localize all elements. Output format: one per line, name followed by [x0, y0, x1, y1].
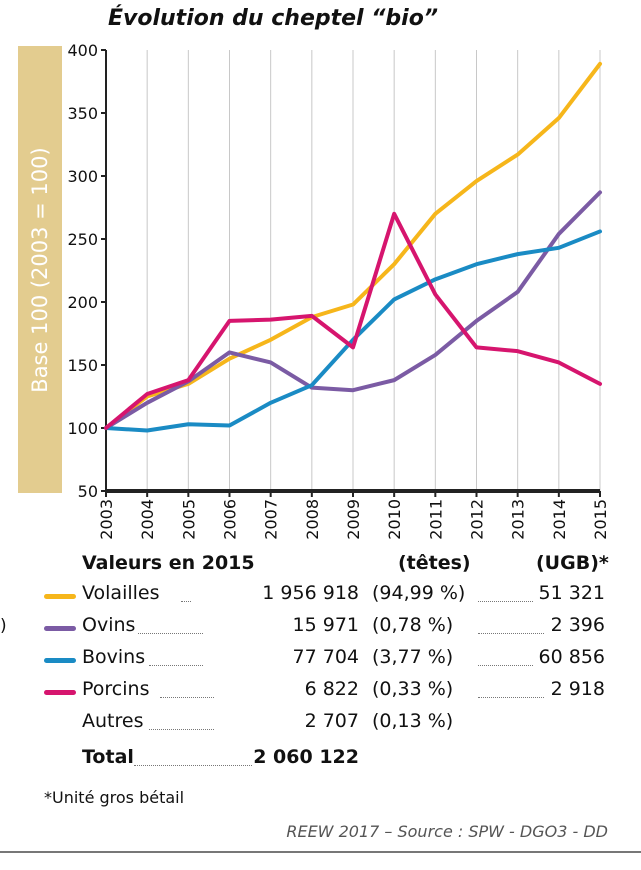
- y-tick-label: 250: [67, 230, 98, 249]
- y-tick-label: 200: [67, 293, 98, 312]
- x-tick-label: 2010: [385, 499, 404, 540]
- x-tick-label: 2015: [591, 499, 610, 540]
- total-value: 2 060 122: [253, 746, 359, 768]
- series-line-porcins: [104, 211, 602, 430]
- leader-dots: [148, 665, 204, 666]
- source-credit: REEW 2017 – Source : SPW - DGO3 - DD: [286, 822, 608, 841]
- table-row: Autres 2 707 (0,13 %): [0, 710, 641, 740]
- row-ugb: 2 918: [550, 678, 605, 700]
- row-label: Volailles: [82, 582, 160, 604]
- legend-swatch: [44, 626, 76, 631]
- leader-dots: [478, 665, 534, 666]
- leader-dots: [159, 697, 214, 698]
- row-label: Ovins: [82, 614, 136, 636]
- y-tick-label: 350: [67, 104, 98, 123]
- table-heading: Valeurs en 2015: [82, 552, 255, 574]
- y-tick-label: 50: [78, 482, 98, 501]
- row-ugb: 2 396: [550, 614, 605, 636]
- row-percent: (0,13 %): [372, 710, 454, 732]
- x-tick-label: 2007: [262, 499, 281, 540]
- line-chart: 50 100 150 200 250 300 350 400 2003 2004 2005 2006 2…: [67, 41, 610, 540]
- values-table: Valeurs en 2015 (têtes) (UGB)* Volailles…: [0, 550, 641, 790]
- y-tick-label: 400: [67, 41, 98, 60]
- total-row: Total 2 060 122: [0, 746, 641, 776]
- x-tick-label: 2014: [550, 499, 569, 540]
- legend-swatch: [44, 690, 76, 695]
- row-tetes: 1 956 918: [262, 582, 359, 604]
- leader-dots: [181, 601, 192, 602]
- series-line-volailles: [104, 61, 602, 430]
- x-tick-label: 2006: [221, 499, 240, 540]
- leader-dots: [138, 633, 204, 634]
- x-tick-label: 2012: [468, 499, 487, 540]
- leader-dots: [134, 765, 252, 766]
- bottom-rule: [0, 851, 641, 853]
- x-tick-label: 2009: [344, 499, 363, 540]
- table-row: Bovins 77 704 (3,77 %) 60 856: [0, 646, 641, 676]
- y-tick-label: 300: [67, 167, 98, 186]
- col-header-ugb: (UGB)*: [536, 552, 609, 574]
- y-axis-label-band: [18, 46, 62, 493]
- table-row: Ovins 15 971 (0,78 %) 2 396: [0, 614, 641, 644]
- legend-swatch: [44, 594, 76, 599]
- x-tick-label: 2005: [179, 499, 198, 540]
- row-tetes: 15 971: [292, 614, 359, 636]
- x-tick-label: 2011: [426, 499, 445, 540]
- leader-dots: [478, 633, 544, 634]
- row-ugb: 60 856: [538, 646, 605, 668]
- footnote: *Unité gros bétail: [44, 788, 185, 807]
- total-label: Total: [82, 746, 134, 768]
- row-percent: (3,77 %): [372, 646, 454, 668]
- y-tick-label: 150: [67, 356, 98, 375]
- table-row: Porcins 6 822 (0,33 %) 2 918: [0, 678, 641, 708]
- x-tick-label: 2013: [509, 499, 528, 540]
- x-tick-label: 2004: [138, 499, 157, 540]
- y-tick-label: 100: [67, 419, 98, 438]
- chart-title: Évolution du cheptel “bio”: [108, 6, 438, 31]
- row-label: Porcins: [82, 678, 150, 700]
- row-tetes: 77 704: [292, 646, 359, 668]
- row-label: Bovins: [82, 646, 146, 668]
- table-row: Volailles 1 956 918 (94,99 %) 51 321: [0, 582, 641, 612]
- leader-dots: [148, 729, 214, 730]
- series-line-bovins: [104, 229, 602, 433]
- x-tick-label: 2008: [303, 499, 322, 540]
- row-percent: (94,99 %): [372, 582, 466, 604]
- row-tetes: 2 707: [304, 710, 359, 732]
- col-header-tetes: (têtes): [398, 552, 471, 574]
- row-label: Autres: [82, 710, 144, 732]
- row-tetes: 6 822: [304, 678, 359, 700]
- leader-dots: [478, 601, 534, 602]
- x-tick-label: 2003: [97, 499, 116, 540]
- leader-dots: [478, 697, 544, 698]
- row-ugb: 51 321: [538, 582, 605, 604]
- row-percent: (0,78 %): [372, 614, 454, 636]
- edge-mark: ): [0, 616, 7, 636]
- legend-swatch: [44, 658, 76, 663]
- row-percent: (0,33 %): [372, 678, 454, 700]
